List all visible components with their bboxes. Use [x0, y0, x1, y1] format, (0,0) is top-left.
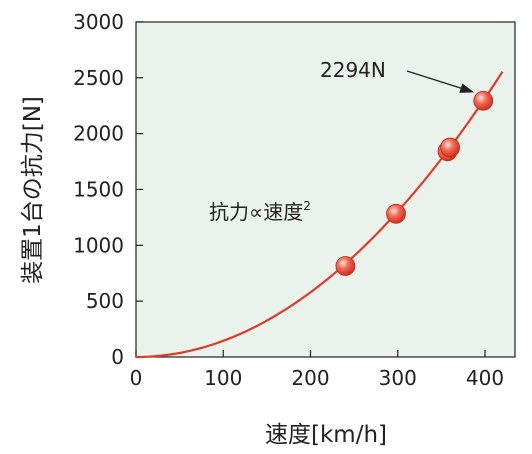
x-axis-ticks: 0 100 200 300 400: [130, 350, 504, 390]
x-tick-label: 0: [130, 366, 143, 390]
formula-superscript: 2: [303, 199, 311, 213]
y-tick-label: 1000: [73, 233, 124, 257]
formula-base: 抗力∝速度: [209, 200, 303, 224]
annotation-label: 2294N: [320, 58, 386, 82]
data-point-marker: [440, 137, 461, 158]
y-tick-label: 2500: [73, 66, 124, 90]
data-points: [335, 90, 494, 276]
y-tick-label: 500: [86, 289, 124, 313]
x-tick-label: 200: [291, 366, 329, 390]
data-point-marker: [335, 256, 356, 276]
y-axis-title: 装置1台の抗力[N]: [20, 96, 46, 284]
y-tick-label: 2000: [73, 122, 124, 146]
data-point-marker: [473, 90, 494, 111]
x-axis-title: 速度[km/h]: [265, 422, 387, 448]
plot-area: [135, 21, 516, 358]
x-tick-label: 100: [204, 366, 242, 390]
y-tick-label: 1500: [73, 177, 124, 201]
x-tick-label: 400: [466, 366, 504, 390]
x-tick-label: 300: [379, 366, 417, 390]
y-tick-label: 3000: [73, 10, 124, 34]
data-point-marker: [386, 203, 406, 224]
formula-label: 抗力∝速度2: [209, 199, 311, 224]
y-tick-label: 0: [111, 345, 124, 369]
annotation-arrowhead: [459, 83, 475, 93]
y-axis-ticks: 0 500 1000 1500 2000 2500 3000: [73, 10, 143, 369]
